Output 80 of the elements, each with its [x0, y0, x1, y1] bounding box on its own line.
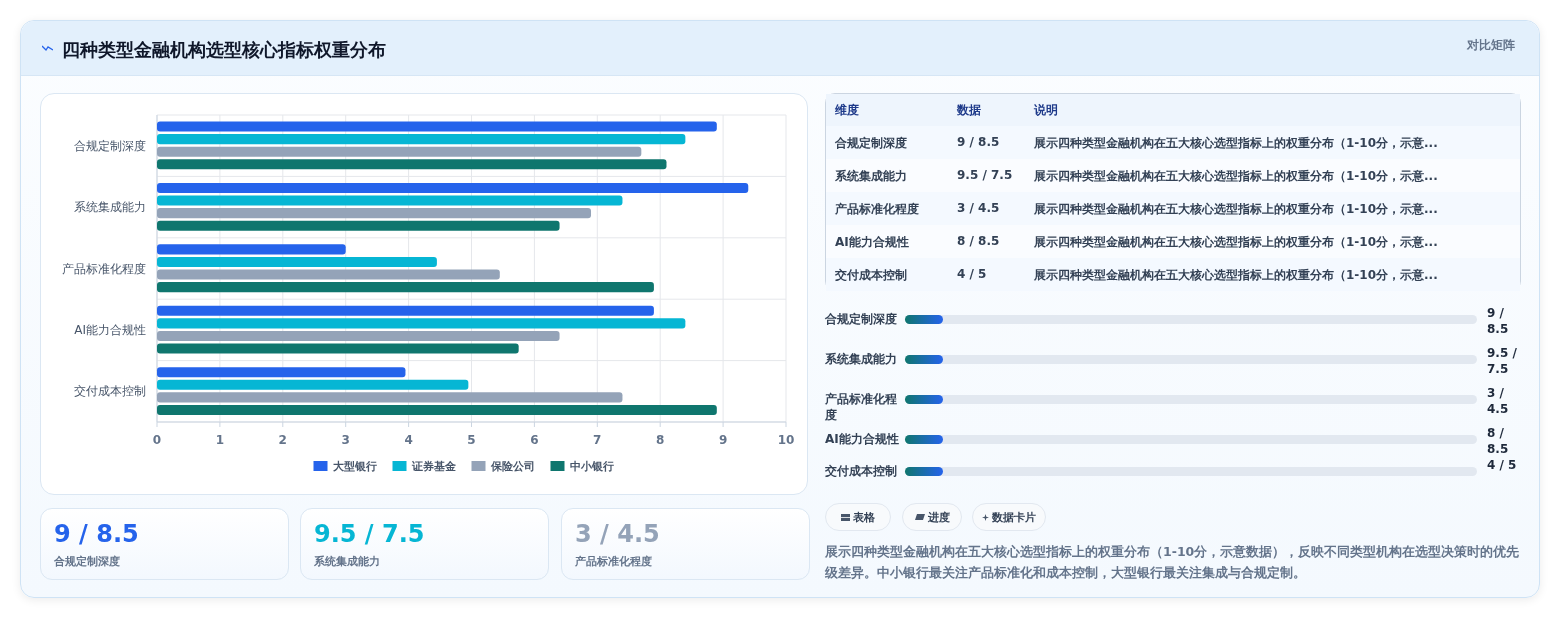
category-label: AI能力合规性 [835, 234, 909, 251]
category-label: 产品标准化程度 [825, 392, 897, 422]
bar [157, 404, 717, 415]
text: 对比矩阵 [1467, 37, 1515, 54]
text: 数据卡片 [992, 509, 1036, 525]
text: 3 / 4.5 [957, 201, 1000, 215]
text: 展示四种类型金融机构在五大核心选型指标上的权重分布（1-10分，示意... [1034, 235, 1438, 249]
y-tick-label: AI能力合规性 [74, 322, 146, 337]
legend-label: 大型银行 [332, 460, 377, 473]
bar [157, 159, 667, 170]
y-tick-label: 交付成本控制 [74, 384, 146, 399]
text: 9.5 / 7.5 [1487, 346, 1517, 376]
category-label: 产品标准化程度 [575, 555, 652, 568]
bar [157, 146, 642, 157]
bar [157, 182, 749, 194]
legend-label: 中小银行 [569, 460, 614, 473]
bar [157, 282, 654, 293]
category-label: 合规定制深度 [54, 555, 120, 568]
bar [157, 318, 686, 329]
text: 展示四种类型金融机构在五大核心选型指标上的权重分布（1-10分，示意数据），反映不同类型机构在选型决策时的优先级差异。中小银行最关注产品标准化和成本控制，大型银行最关注集成与合规定制。 [825, 543, 1521, 582]
x-tick-label: 9 [718, 433, 728, 447]
text: 9.5 / 7.5 [957, 168, 1013, 182]
text: 9 / 8.5 [1487, 306, 1509, 336]
text: 表格 [853, 509, 875, 525]
bar [157, 379, 469, 390]
text: 进度 [927, 509, 950, 525]
x-tick-label: 10 [777, 433, 795, 447]
text: 9 / 8.5 [54, 520, 139, 548]
x-tick-label: 7 [593, 433, 602, 447]
bar [157, 343, 519, 354]
x-tick-label: 2 [278, 433, 287, 447]
category-label: 产品标准化程度 [835, 201, 919, 218]
bar [157, 244, 346, 255]
y-tick-label: 系统集成能力 [74, 200, 146, 215]
x-tick-label: 0 [152, 433, 162, 447]
chart-title: 四种类型金融机构选型核心指标权重分布 [62, 38, 386, 62]
text: 9.5 / 7.5 [314, 520, 425, 548]
text: 展示四种类型金融机构在五大核心选型指标上的权重分布（1-10分，示意... [1034, 268, 1438, 282]
legend-label: 保险公司 [489, 460, 535, 473]
x-tick-label: 5 [467, 433, 476, 447]
bar [157, 134, 686, 145]
x-tick-label: 1 [215, 433, 225, 447]
category-label: 系统集成能力 [825, 352, 897, 366]
bar [157, 195, 623, 206]
bar [157, 367, 406, 378]
category-label: 交付成本控制 [825, 464, 897, 478]
bar [157, 330, 560, 341]
category-label: 交付成本控制 [835, 267, 907, 284]
category-label: 系统集成能力 [835, 168, 907, 185]
legend-label: 证券基金 [410, 460, 457, 473]
text: 3 / 4.5 [1487, 386, 1509, 416]
text: 展示四种类型金融机构在五大核心选型指标上的权重分布（1-10分，示意... [1034, 169, 1438, 183]
category-label: AI能力合规性 [825, 432, 899, 446]
text: 说明 [1034, 102, 1058, 119]
text: 展示四种类型金融机构在五大核心选型指标上的权重分布（1-10分，示意... [1034, 135, 1438, 152]
bar [157, 392, 623, 403]
text: 数据 [957, 102, 981, 119]
bar [157, 208, 592, 219]
category-label: 系统集成能力 [314, 555, 380, 568]
text: 4 / 5 [957, 267, 987, 281]
text: 9 / 8.5 [957, 135, 1000, 149]
text: 4 / 5 [1487, 458, 1517, 472]
x-tick-label: 8 [656, 433, 665, 447]
text: 展示四种类型金融机构在五大核心选型指标上的权重分布（1-10分，示意... [1034, 202, 1438, 216]
category-label: 合规定制深度 [835, 135, 907, 152]
bar [157, 256, 437, 267]
text: 维度 [835, 102, 859, 119]
x-tick-label: 3 [341, 433, 350, 447]
text: 3 / 4.5 [575, 520, 660, 548]
y-tick-label: 产品标准化程度 [62, 261, 146, 276]
x-tick-label: 4 [404, 433, 413, 447]
y-tick-label: 合规定制深度 [74, 138, 146, 153]
bar [157, 220, 560, 231]
bar [157, 305, 654, 316]
text: 8 / 8.5 [1487, 426, 1509, 456]
text: 8 / 8.5 [957, 234, 1000, 248]
x-tick-label: 6 [530, 433, 539, 447]
bar [157, 269, 500, 280]
category-label: 合规定制深度 [825, 312, 897, 326]
bar [157, 121, 717, 132]
